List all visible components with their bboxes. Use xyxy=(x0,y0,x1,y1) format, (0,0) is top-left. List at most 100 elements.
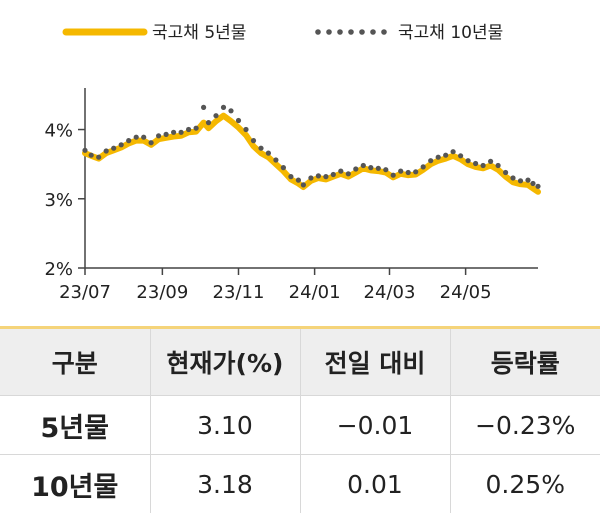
series-point-10y xyxy=(104,148,109,153)
series-point-10y xyxy=(503,170,508,175)
series-point-10y xyxy=(141,135,146,140)
series-point-10y xyxy=(488,159,493,164)
cell-change-rate: −0.23% xyxy=(450,396,600,455)
x-tick-label: 24/01 xyxy=(289,282,341,303)
series-point-10y xyxy=(171,130,176,135)
series-point-10y xyxy=(428,158,433,163)
cell-change: −0.01 xyxy=(300,396,450,455)
series-point-10y xyxy=(323,174,328,179)
row-label: 10년물 xyxy=(0,455,150,513)
series-point-10y xyxy=(179,130,184,135)
series-point-10y xyxy=(301,182,306,187)
series-point-10y xyxy=(266,151,271,156)
series-point-10y xyxy=(473,161,478,166)
x-ticks: 23/07 23/09 23/11 24/01 24/03 24/05 xyxy=(59,268,491,303)
series-point-10y xyxy=(221,105,226,110)
y-tick-label: 3% xyxy=(44,190,73,211)
series-point-10y xyxy=(258,146,263,151)
series-point-10y xyxy=(236,118,241,123)
legend-dot-10y xyxy=(370,29,376,35)
series-point-10y xyxy=(126,138,131,143)
series-point-10y xyxy=(149,140,154,145)
row-label: 5년물 xyxy=(0,396,150,455)
legend-dot-10y xyxy=(348,29,354,35)
series-point-10y xyxy=(376,166,381,171)
x-tick-label: 24/05 xyxy=(440,282,492,303)
table-row: 10년물 3.18 0.01 0.25% xyxy=(0,455,600,513)
series-point-10y xyxy=(89,153,94,158)
legend: 국고채 5년물 국고채 10년물 xyxy=(66,23,503,43)
legend-label-10y: 국고채 10년물 xyxy=(398,23,503,43)
series-point-10y xyxy=(361,163,366,168)
series-point-10y xyxy=(466,158,471,163)
series-point-10y xyxy=(391,173,396,178)
table-row: 5년물 3.10 −0.01 −0.23% xyxy=(0,396,600,455)
cell-current-price: 3.10 xyxy=(150,396,300,455)
series-point-10y xyxy=(96,155,101,160)
header-current-price: 현재가(%) xyxy=(150,328,300,396)
legend-dot-10y xyxy=(315,29,321,35)
x-tick-label: 23/07 xyxy=(59,282,111,303)
header-change-rate: 등락률 xyxy=(450,328,600,396)
series-point-10y xyxy=(413,169,418,174)
series-point-10y xyxy=(383,167,388,172)
series-point-10y xyxy=(525,178,530,183)
x-tick-label: 23/09 xyxy=(136,282,188,303)
series-point-10y xyxy=(510,175,515,180)
series-point-10y xyxy=(331,172,336,177)
series-point-10y xyxy=(119,142,124,147)
series-point-10y xyxy=(398,169,403,174)
y-tick-label: 2% xyxy=(44,259,73,280)
x-tick-label: 23/11 xyxy=(213,282,265,303)
series-point-10y xyxy=(346,171,351,176)
header-change: 전일 대비 xyxy=(300,328,450,396)
series-point-10y xyxy=(530,181,535,186)
series-point-10y xyxy=(213,113,218,118)
series-point-10y xyxy=(228,108,233,113)
series-point-10y xyxy=(243,127,248,132)
x-tick-label: 24/03 xyxy=(364,282,416,303)
series-point-10y xyxy=(353,166,358,171)
series-point-10y xyxy=(368,165,373,170)
series-point-10y xyxy=(481,163,486,168)
y-tick-label: 4% xyxy=(44,121,73,142)
series-point-10y xyxy=(338,169,343,174)
quote-table: 구분 현재가(%) 전일 대비 등락률 5년물 3.10 −0.01 −0.23… xyxy=(0,326,600,513)
series-point-10y xyxy=(281,165,286,170)
legend-label-5y: 국고채 5년물 xyxy=(152,23,246,43)
legend-dots-10y xyxy=(315,29,387,35)
series-point-10y xyxy=(316,173,321,178)
table-header-row: 구분 현재가(%) 전일 대비 등락률 xyxy=(0,328,600,396)
legend-dot-10y xyxy=(359,29,365,35)
series-point-10y xyxy=(156,133,161,138)
cell-change-rate: 0.25% xyxy=(450,455,600,513)
series-point-10y xyxy=(288,174,293,179)
series-point-10y xyxy=(535,184,540,189)
header-category: 구분 xyxy=(0,328,150,396)
legend-dot-10y xyxy=(337,29,343,35)
series-point-10y xyxy=(406,170,411,175)
series-point-10y xyxy=(194,126,199,131)
series-point-10y xyxy=(164,132,169,137)
series-point-10y xyxy=(451,149,456,154)
series-point-10y xyxy=(436,155,441,160)
quote-table-container: 구분 현재가(%) 전일 대비 등락률 5년물 3.10 −0.01 −0.23… xyxy=(0,326,600,504)
cell-current-price: 3.18 xyxy=(150,455,300,513)
series-point-10y xyxy=(82,148,87,153)
series-point-10y xyxy=(111,146,116,151)
series-point-10y xyxy=(206,120,211,125)
cell-change: 0.01 xyxy=(300,455,450,513)
series-point-10y xyxy=(458,153,463,158)
legend-dot-10y xyxy=(381,29,387,35)
legend-dot-10y xyxy=(326,29,332,35)
series-point-10y xyxy=(186,127,191,132)
series-point-10y xyxy=(273,157,278,162)
series-point-10y xyxy=(496,163,501,168)
series-point-10y xyxy=(443,153,448,158)
y-ticks: 2% 3% 4% xyxy=(44,121,85,280)
series-point-10y xyxy=(134,135,139,140)
plot-area: 2% 3% 4% 23/07 23/09 23/11 24/01 24/03 24/05 xyxy=(44,88,540,303)
series-point-10y xyxy=(518,178,523,183)
series-point-10y xyxy=(308,175,313,180)
